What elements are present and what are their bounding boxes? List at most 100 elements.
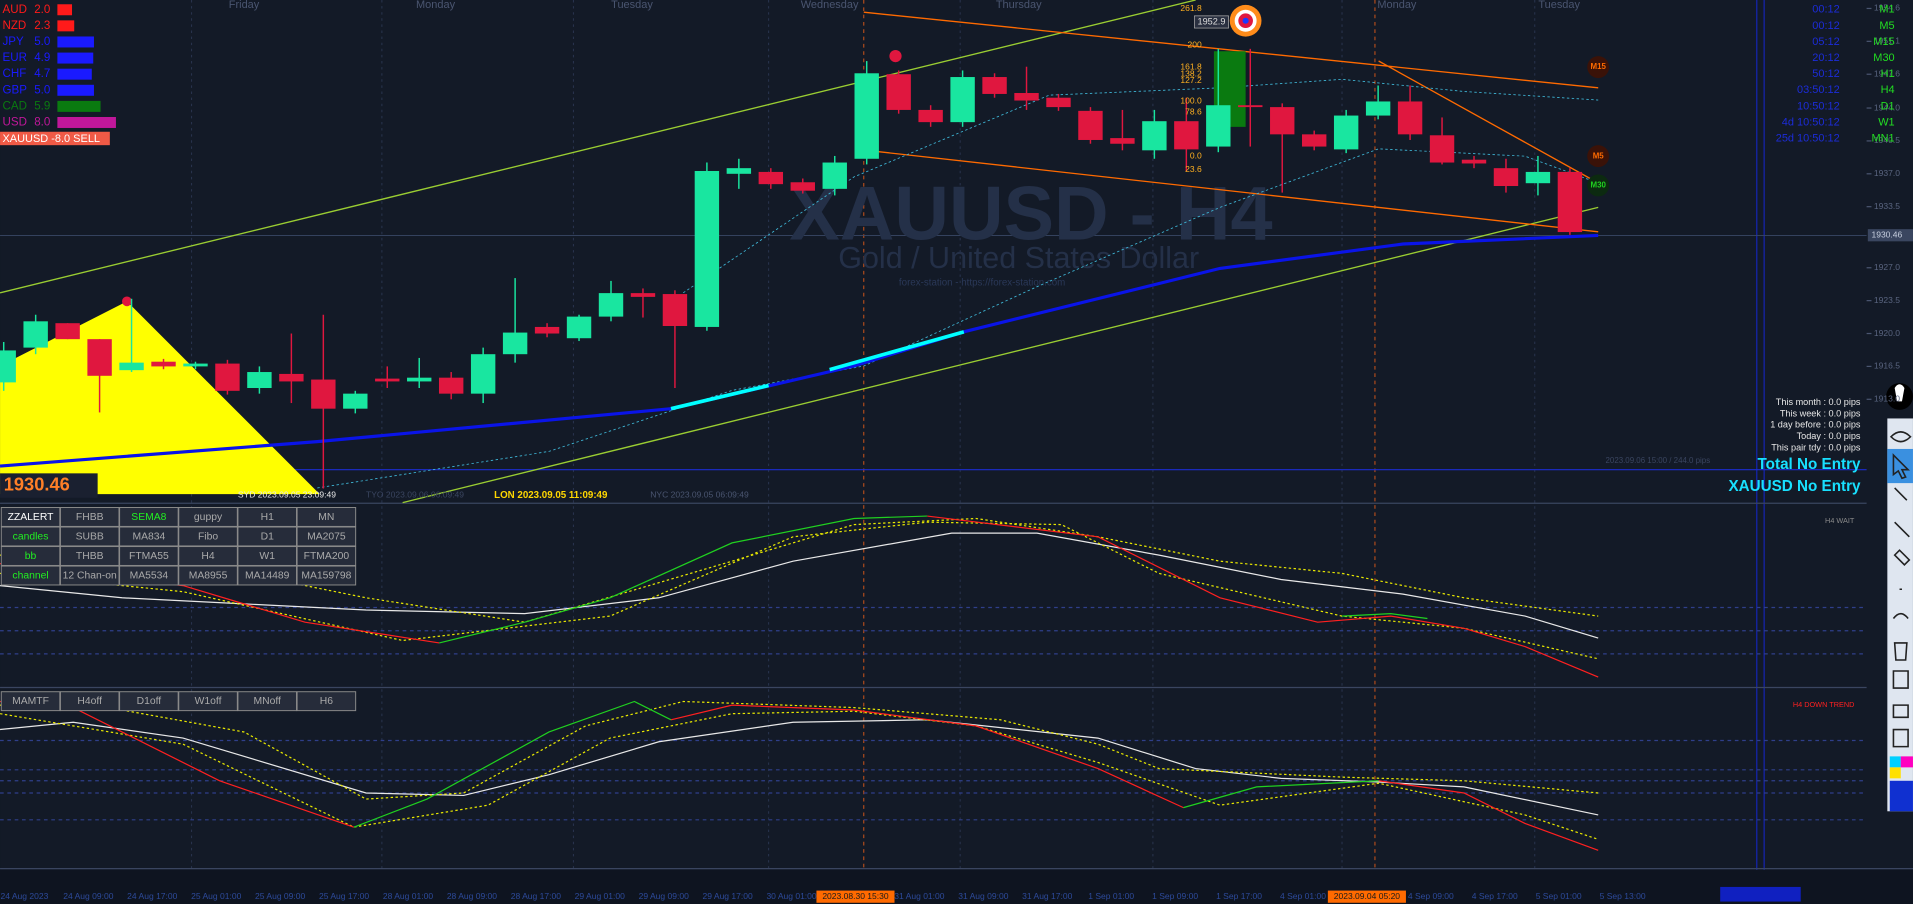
toggle-button[interactable] <box>119 546 179 566</box>
timeframe-countdown: 03:50:12 <box>1797 84 1840 96</box>
candle-body <box>662 294 688 327</box>
toggle-button[interactable] <box>59 507 120 527</box>
candle-body <box>1014 93 1039 101</box>
oscillator-2 <box>0 700 1867 851</box>
button-label: ZZALERT <box>8 512 55 523</box>
currency-value: 2.3 <box>34 20 50 32</box>
toggle-button[interactable] <box>237 507 297 527</box>
event-lines <box>863 0 1376 869</box>
time-label: 4 Sep 09:00 <box>1408 891 1454 901</box>
time-label: 29 Aug 17:00 <box>703 891 753 901</box>
candle-body <box>183 363 208 367</box>
timeframe-name: M5 <box>1879 20 1894 32</box>
pips-stat: This pair tdy : 0.0 pips <box>1771 442 1861 452</box>
currency-bar <box>57 52 94 64</box>
timeframe-name: MN1 <box>1871 132 1894 144</box>
button-label: H6 <box>320 696 333 707</box>
toggle-button[interactable] <box>178 691 238 712</box>
candle-body <box>1110 138 1135 144</box>
badge <box>1587 145 1610 168</box>
toggle-button[interactable] <box>0 507 61 527</box>
button-label: MA159798 <box>301 571 351 582</box>
time-label: 28 Aug 01:00 <box>383 891 433 901</box>
fibo-level: 127.2 <box>1180 75 1202 85</box>
timeframe-countdown: 00:12 <box>1812 20 1839 32</box>
button-label: MA8955 <box>189 571 228 582</box>
candle-body <box>438 377 464 394</box>
day-label: Tuesday <box>1538 0 1580 11</box>
toggle-button[interactable] <box>119 565 179 586</box>
y-tick-label: 1920.0 <box>1874 328 1900 338</box>
candle-body <box>534 326 560 334</box>
candle-body <box>630 293 656 297</box>
toggle-button[interactable] <box>0 526 61 547</box>
timeframe-name: M30 <box>1873 52 1894 64</box>
toggle-button[interactable] <box>178 507 238 527</box>
candle-body <box>470 354 496 394</box>
candle-body <box>55 323 80 340</box>
timeframe-countdown: 05:12 <box>1812 36 1839 48</box>
toggle-button[interactable] <box>119 691 179 712</box>
candle-body <box>1333 115 1359 150</box>
currency-bar <box>57 68 92 80</box>
toggle-button[interactable] <box>237 526 297 547</box>
toggle-button[interactable] <box>296 691 357 712</box>
toggle-button[interactable] <box>296 526 357 547</box>
toggle-button[interactable] <box>296 546 357 566</box>
badge <box>1587 56 1610 79</box>
badge-label: M30 <box>1591 181 1607 190</box>
candle-body <box>151 361 176 367</box>
button-label: W1 <box>259 551 275 562</box>
toggle-button[interactable] <box>178 546 238 566</box>
toggle-button[interactable] <box>59 546 120 566</box>
time-highlight <box>1327 890 1406 903</box>
button-label: FTMA55 <box>129 551 169 562</box>
time-label: 24 Aug 09:00 <box>63 891 113 901</box>
currency-name: AUD <box>2 4 26 16</box>
toggle-button[interactable] <box>296 565 357 586</box>
toggle-button[interactable] <box>0 546 61 566</box>
y-tick-label: 1937.0 <box>1874 168 1900 178</box>
envelope-lines <box>317 78 1599 489</box>
watermark-source: forex-station - https://forex-station.co… <box>899 278 1065 289</box>
candle-body <box>598 293 624 317</box>
fibo-level: 78.6 <box>1185 106 1202 116</box>
time-label: 31 Aug 09:00 <box>958 891 1008 901</box>
toggle-button[interactable] <box>119 507 179 527</box>
toggle-button[interactable] <box>178 565 238 586</box>
toggle-button[interactable] <box>296 507 357 527</box>
toggle-button[interactable] <box>0 565 61 586</box>
candle-body <box>1270 107 1295 135</box>
currency-bar <box>57 100 101 112</box>
button-label: SEMA8 <box>131 512 166 523</box>
entry-status: XAUUSD No Entry <box>1728 478 1861 495</box>
indicator-status: H4 DOWN TREND <box>1793 700 1855 709</box>
currency-value: 8.0 <box>34 117 50 129</box>
candle-body <box>1301 134 1327 147</box>
timeframe-countdown: 50:12 <box>1812 68 1839 80</box>
button-label: MA834 <box>132 532 165 543</box>
button-label: H1 <box>261 512 274 523</box>
candle-body <box>1206 105 1231 147</box>
toggle-button[interactable] <box>59 691 120 712</box>
candle-body <box>279 373 304 382</box>
toggle-button[interactable] <box>59 526 120 547</box>
toggle-button[interactable] <box>237 691 297 712</box>
toggle-button[interactable] <box>237 565 297 586</box>
day-label: Monday <box>1377 0 1417 11</box>
button-label: channel <box>12 571 48 582</box>
toggle-button[interactable] <box>178 526 238 547</box>
candle-body <box>375 378 400 382</box>
candle-body <box>87 339 112 376</box>
toggle-button[interactable] <box>0 691 61 712</box>
indicator-status: H4 WAIT <box>1825 516 1855 525</box>
pips-stat: Today : 0.0 pips <box>1797 431 1861 441</box>
toggle-button[interactable] <box>59 565 120 586</box>
toggle-button[interactable] <box>237 546 297 566</box>
toggle-button[interactable] <box>119 526 179 547</box>
badge <box>1587 174 1610 197</box>
timeframe-countdown: 00:12 <box>1812 4 1839 16</box>
